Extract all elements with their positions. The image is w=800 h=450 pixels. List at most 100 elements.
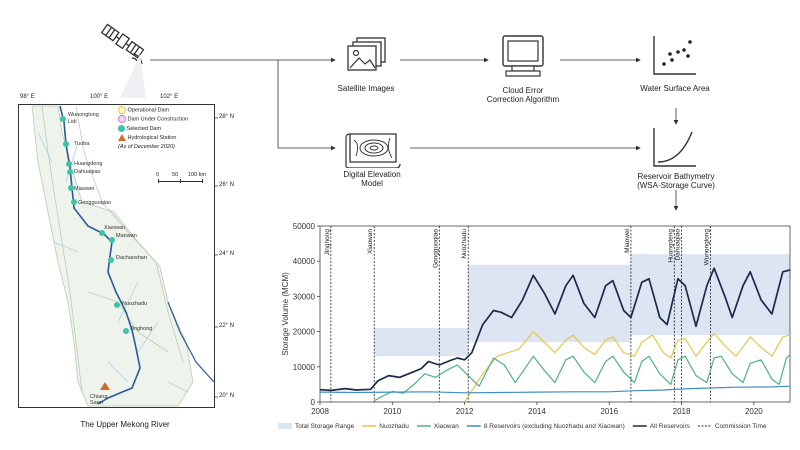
legend-label-3: 8 Reservoirs (excluding Nuozhadu and Xia… bbox=[484, 423, 625, 430]
scale-tick-100: 100 km bbox=[188, 172, 207, 178]
y-tick-label-20000: 20000 bbox=[293, 328, 316, 337]
lon-label-102: 102° E bbox=[160, 94, 179, 100]
map-panel bbox=[18, 92, 234, 420]
legend-under-construction: Dam Under Construction bbox=[118, 115, 218, 124]
legend-selected: Selected Dam bbox=[118, 124, 218, 134]
legend-swatch-0 bbox=[278, 423, 292, 429]
commission-label-xiaowan: Xiaowan bbox=[367, 229, 374, 254]
mekong-map bbox=[18, 104, 218, 408]
computer-icon bbox=[502, 35, 544, 77]
dam-huangdeng-marker bbox=[66, 161, 72, 167]
cloud-error-label: Cloud Error Correction Algorithm bbox=[470, 86, 576, 104]
dam-label-miaowei: Miaowei bbox=[74, 186, 95, 192]
y-tick-label-0: 0 bbox=[311, 398, 316, 407]
dam-label-dachaoshan: Dachaoshan bbox=[116, 255, 147, 261]
scale-tick-0: 0 bbox=[156, 172, 160, 178]
legend-label-5: Commission Time bbox=[715, 423, 767, 430]
dam-label-wunonglong: Wunonglong bbox=[68, 112, 99, 118]
bathymetry-label: Reservoir Bathymetry (WSA-Storage Curve) bbox=[614, 172, 738, 190]
dam-gongguoqiao-marker bbox=[71, 199, 77, 205]
legend-as-of: (As of December 2020) bbox=[118, 143, 175, 150]
legend-selected-icon bbox=[118, 124, 125, 132]
plot-frame bbox=[319, 225, 791, 403]
legend-operational: Operational Dam bbox=[118, 106, 218, 115]
dam-label-gongguoqiao: Gongguoqiao bbox=[78, 200, 112, 206]
dam-dahuaqiao-marker bbox=[67, 169, 73, 175]
scatter-plot-icon bbox=[653, 36, 696, 75]
scale-bar: 0 50 100 km bbox=[156, 172, 212, 192]
y-tick-label-40000: 40000 bbox=[293, 257, 316, 266]
commission-label-dahuaqiao: Dahuaqiao bbox=[675, 229, 682, 261]
dam-label-huangdeng: Huangdeng bbox=[74, 161, 103, 167]
dam-label-dahuaqiao: Dahuaqiao bbox=[74, 169, 101, 175]
legend-hydrological: Hydrological Station bbox=[118, 133, 218, 143]
commission-label-jinghong: Jinghong bbox=[324, 229, 331, 256]
y-tick-label-50000: 50000 bbox=[293, 222, 316, 231]
lat-label-28: 28° N bbox=[219, 114, 235, 120]
y-tick-label-30000: 30000 bbox=[293, 292, 316, 301]
bathymetry-line1: Reservoir Bathymetry bbox=[637, 172, 715, 181]
satellite-beam bbox=[120, 54, 146, 98]
scale-tick-50: 50 bbox=[172, 172, 179, 178]
storage-curve-icon bbox=[653, 128, 696, 167]
dam-label-manwan: Manwan bbox=[116, 233, 137, 239]
series-line-3 bbox=[319, 385, 791, 394]
x-tick-label-2010: 2010 bbox=[383, 407, 401, 416]
map-caption: The Upper Mekong River bbox=[80, 420, 170, 429]
dam-miaowei-marker bbox=[68, 185, 74, 191]
x-tick-label-2008: 2008 bbox=[311, 407, 329, 416]
y-tick-label-10000: 10000 bbox=[293, 363, 316, 372]
x-tick-label-2012: 2012 bbox=[456, 407, 474, 416]
legend-hydrological-label: Hydrological Station bbox=[127, 134, 177, 141]
commission-label-nuozhadu: Nuozhadu bbox=[461, 229, 468, 259]
dam-dachaoshan-marker bbox=[108, 257, 114, 263]
y-axis-label: Storage Volume (MCM) bbox=[281, 272, 290, 356]
dam-label-tuoba: Tuoba bbox=[74, 141, 90, 147]
bathymetry-line2: (WSA-Storage Curve) bbox=[637, 181, 715, 191]
commission-label-wunonglong: Wunonglong bbox=[703, 229, 710, 266]
commission-label-huangdeng: Huangdeng bbox=[667, 229, 674, 263]
dam-label-lidi: Lidi bbox=[68, 119, 77, 125]
lat-label-22: 22° N bbox=[219, 323, 235, 329]
commission-label-gongguoqiao: Gongguoqiao bbox=[432, 229, 439, 268]
satellite-images-label: Satellite Images bbox=[337, 84, 395, 93]
series-line-2 bbox=[373, 354, 791, 402]
legend-label-2: Xiaowan bbox=[434, 423, 459, 430]
commission-label-miaowei: Miaowei bbox=[624, 229, 631, 253]
dam-label-jinghong: Jinghong bbox=[130, 326, 153, 332]
cloud-error-line1: Cloud Error bbox=[502, 86, 544, 95]
dam-nuozhadu-marker bbox=[114, 302, 120, 308]
lon-label-100: 100° E bbox=[90, 94, 109, 100]
chiang-saen-marker bbox=[100, 382, 110, 390]
legend-under-construction-label: Dam Under Construction bbox=[127, 116, 189, 123]
dem-map-icon bbox=[345, 133, 401, 168]
range-band-0 bbox=[374, 328, 469, 357]
x-tick-label-2014: 2014 bbox=[528, 407, 546, 416]
water-surface-area-label: Water Surface Area bbox=[640, 84, 710, 93]
satellite-images-icon bbox=[347, 37, 386, 71]
legend-label-4: All Reservoirs bbox=[650, 423, 691, 430]
legend-hydrological-icon bbox=[118, 133, 126, 141]
legend-label-0: Total Storage Range bbox=[295, 423, 355, 430]
cloud-error-line2: Correction Algorithm bbox=[486, 95, 560, 105]
dam-label-nuozhadu: Nuozhadu bbox=[122, 301, 148, 307]
dem-label-line2: Model bbox=[361, 179, 383, 189]
lat-label-26: 26° N bbox=[219, 182, 235, 188]
x-tick-label-2018: 2018 bbox=[673, 407, 691, 416]
series-line-1 bbox=[464, 331, 791, 403]
legend-selected-label: Selected Dam bbox=[126, 125, 162, 132]
satellite-icon bbox=[100, 23, 145, 65]
lat-label-24: 24° N bbox=[219, 251, 235, 257]
dam-jinghong-marker bbox=[123, 328, 129, 334]
legend-label-1: Nuozhadu bbox=[379, 423, 409, 430]
storage-volume-chart: 0 10000 20000 30000 40000 50000 2008 2010 2012 20… bbox=[278, 222, 791, 430]
legend-operational-icon bbox=[118, 106, 126, 114]
station-label-chiang-saen: Chiang Saen bbox=[90, 394, 108, 406]
legend-under-construction-icon bbox=[118, 115, 126, 124]
dem-label-line1: Digital Elevation bbox=[343, 170, 401, 179]
dam-manwan-marker bbox=[109, 237, 115, 243]
dam-tuoba-marker bbox=[63, 141, 69, 147]
legend-operational-label: Operational Dam bbox=[127, 107, 170, 114]
series-line-0 bbox=[319, 267, 791, 392]
dam-wunonglong-marker bbox=[60, 116, 66, 122]
